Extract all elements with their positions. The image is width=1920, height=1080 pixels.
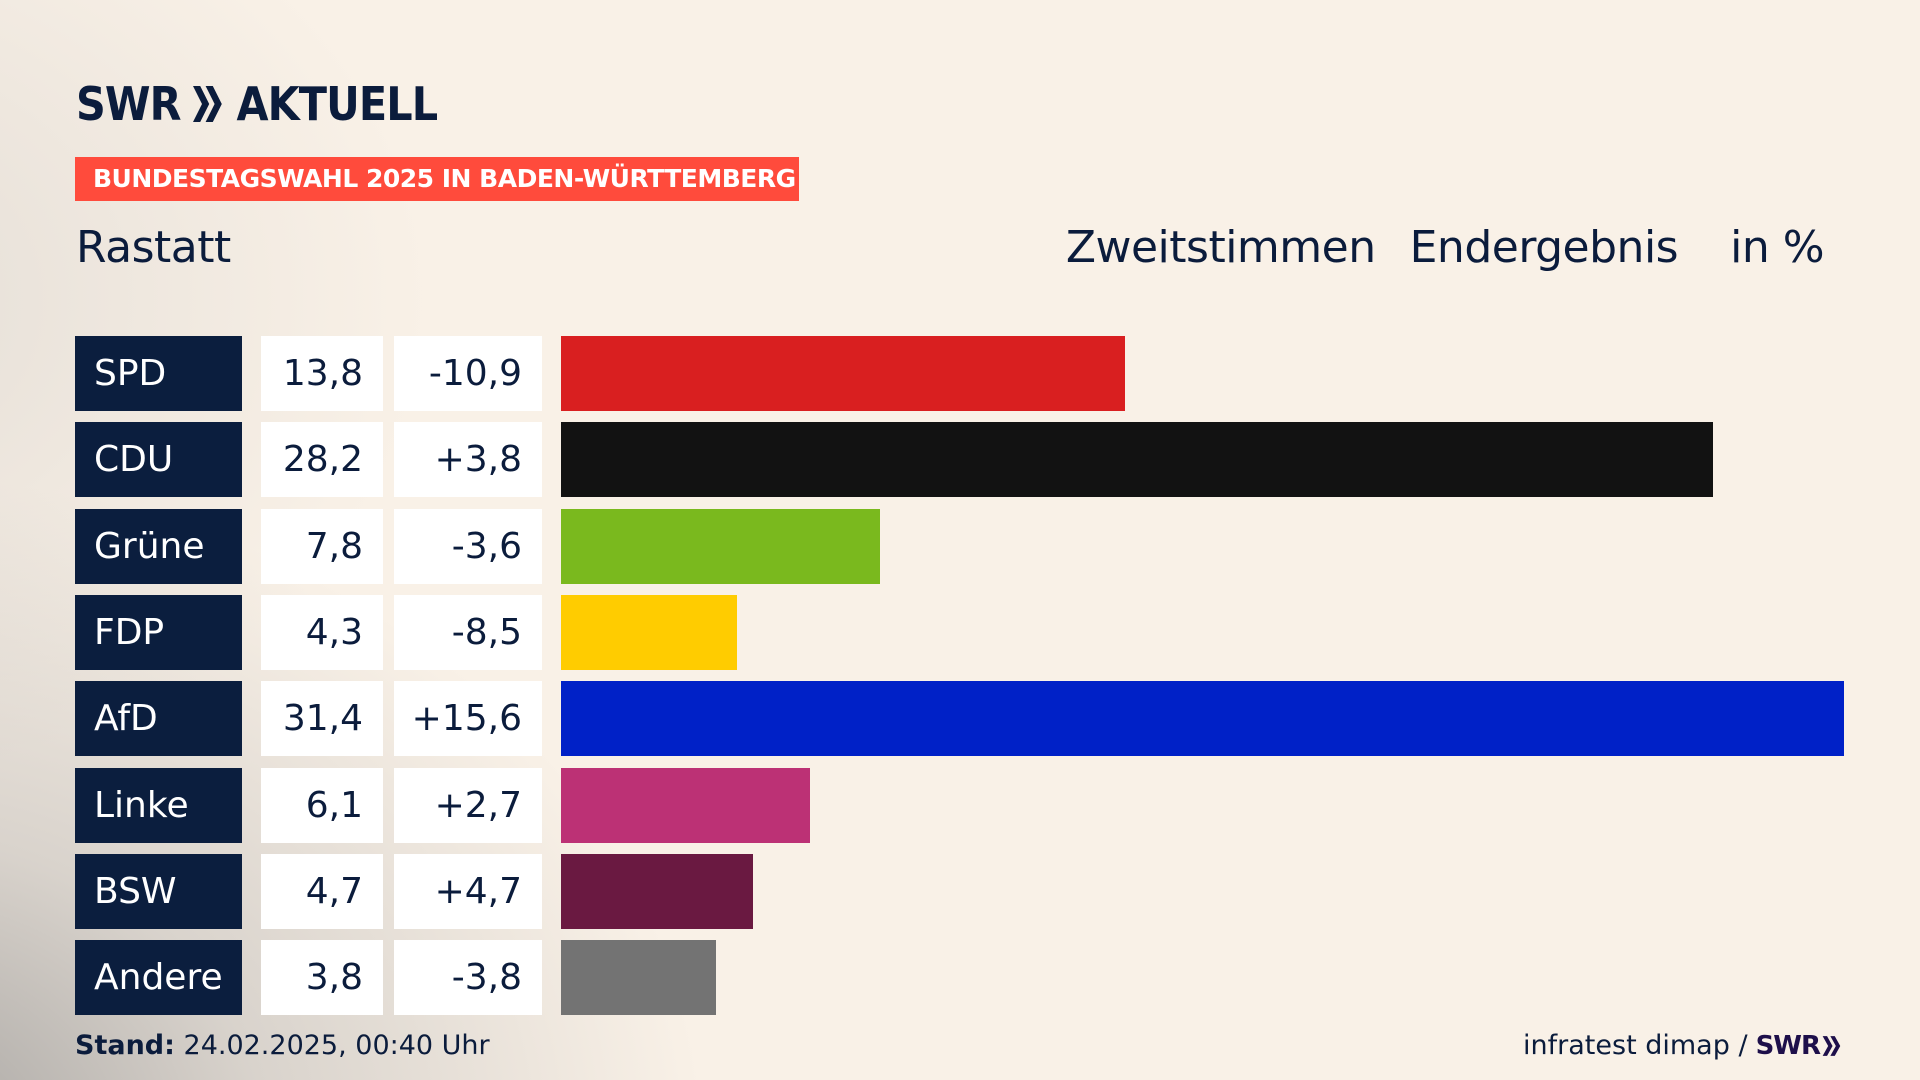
vote-share-value: 3,8	[261, 940, 383, 1016]
result-row: Grüne 7,8 -3,6	[75, 508, 1875, 584]
bar-cdu	[561, 422, 1714, 498]
party-label: BSW	[75, 853, 242, 929]
bar-spd	[561, 336, 1125, 411]
bar-afd	[561, 681, 1844, 757]
column-headers: Zweitstimmen Endergebnis in %	[1065, 222, 1825, 273]
timestamp: Stand: 24.02.2025, 00:40 Uhr	[75, 1030, 490, 1061]
region-title: Rastatt	[76, 222, 231, 273]
header-result-status: Endergebnis	[1409, 222, 1679, 273]
logo-product: AKTUELL	[236, 77, 438, 131]
vote-share-value: 13,8	[261, 336, 383, 411]
result-row: AfD 31,4 +15,6	[75, 681, 1875, 757]
source-text: infratest dimap /	[1523, 1030, 1748, 1061]
bar-fdp	[561, 594, 737, 670]
swr-brand-small: SWR	[1756, 1031, 1842, 1061]
vote-change-value: -8,5	[394, 594, 542, 670]
vote-change-value: +4,7	[394, 853, 542, 929]
bar-bsw	[561, 853, 754, 929]
source-credit: infratest dimap / SWR	[1523, 1030, 1842, 1061]
party-label: Andere	[75, 940, 242, 1016]
party-label: CDU	[75, 422, 242, 498]
party-label: SPD	[75, 336, 242, 411]
party-label: Grüne	[75, 508, 242, 584]
result-row: SPD 13,8 -10,9	[75, 336, 1875, 411]
vote-share-value: 4,7	[261, 853, 383, 929]
vote-share-value: 28,2	[261, 422, 383, 498]
vote-share-value: 31,4	[261, 681, 383, 757]
vote-share-value: 4,3	[261, 594, 383, 670]
vote-change-value: +15,6	[394, 681, 542, 757]
vote-change-value: +3,8	[394, 422, 542, 498]
swr-brand-text: SWR	[1755, 1030, 1821, 1061]
header-vote-type: Zweitstimmen	[1065, 222, 1376, 273]
result-row: Andere 3,8 -3,8	[75, 940, 1875, 1016]
double-chevron-icon	[193, 84, 224, 124]
double-chevron-icon	[1822, 1035, 1841, 1056]
vote-share-value: 7,8	[261, 508, 383, 584]
result-row: CDU 28,2 +3,8	[75, 422, 1875, 498]
logo-brand: SWR	[76, 77, 182, 131]
party-label: FDP	[75, 594, 242, 670]
result-row: BSW 4,7 +4,7	[75, 853, 1875, 929]
vote-change-value: +2,7	[394, 767, 542, 843]
vote-change-value: -3,6	[394, 508, 542, 584]
result-row: Linke 6,1 +2,7	[75, 767, 1875, 843]
result-row: FDP 4,3 -8,5	[75, 594, 1875, 670]
vote-change-value: -10,9	[394, 336, 542, 411]
election-banner: BUNDESTAGSWAHL 2025 IN BADEN-WÜRTTEMBERG	[75, 157, 799, 201]
party-label: AfD	[75, 681, 242, 757]
header-unit: in %	[1730, 222, 1824, 273]
bar-linke	[561, 767, 811, 843]
stand-value: 24.02.2025, 00:40 Uhr	[183, 1030, 490, 1061]
bar-andere	[561, 940, 717, 1016]
vote-change-value: -3,8	[394, 940, 542, 1016]
swr-aktuell-logo: SWR AKTUELL	[76, 76, 438, 132]
stand-label: Stand:	[75, 1030, 175, 1061]
bar-grne	[561, 508, 880, 584]
vote-share-value: 6,1	[261, 767, 383, 843]
party-label: Linke	[75, 767, 242, 843]
